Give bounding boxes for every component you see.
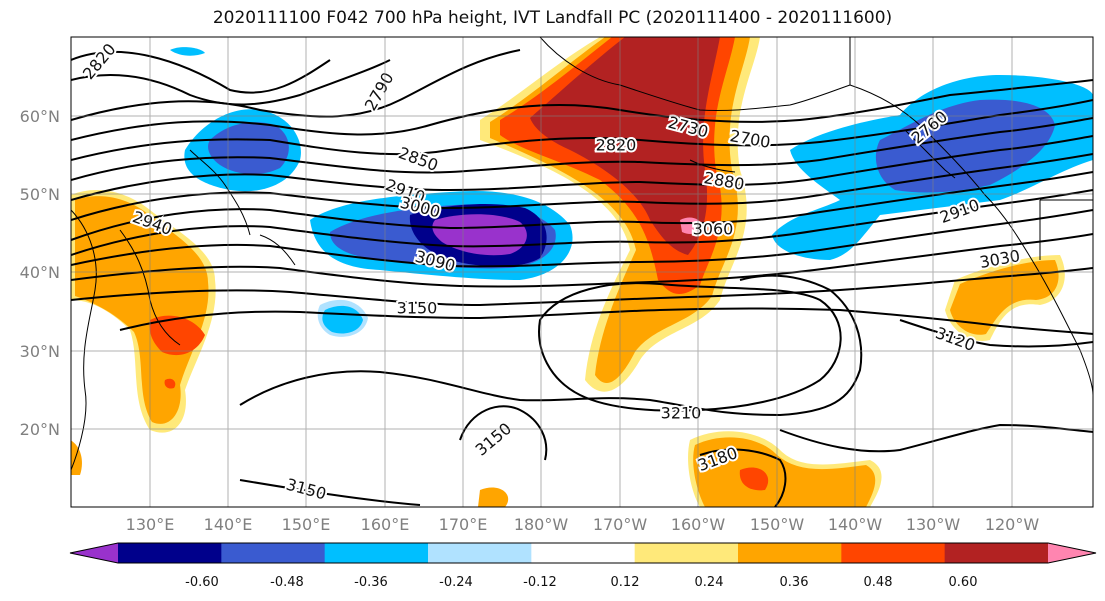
colorbar-segment [738, 543, 842, 563]
colorbar-extend-max [1048, 543, 1096, 563]
colorbar-tick-label: -0.12 [523, 575, 557, 590]
latitude-labels: 60°N 50°N 40°N 30°N 20°N [20, 107, 60, 439]
lon-label: 170°W [593, 515, 648, 534]
colorbar-segment [324, 543, 429, 563]
lat-label: 60°N [20, 107, 60, 126]
map-title: 2020111100 F042 700 hPa height, IVT Land… [212, 8, 893, 28]
contour-label: 3060 [693, 220, 734, 239]
colorbar-segment [118, 543, 222, 563]
colorbar-segment [531, 543, 636, 563]
lon-label: 150°W [750, 515, 805, 534]
colorbar-segment [841, 543, 946, 563]
colorbar-tick-label: -0.60 [185, 575, 219, 590]
negative-anomaly-central [310, 190, 573, 337]
lon-label: 140°W [828, 515, 883, 534]
longitude-labels: 130°E 140°E 150°E 160°E 170°E 180°W 170°… [126, 515, 1040, 534]
colorbar-tick-label: 0.24 [695, 575, 724, 590]
lat-label: 40°N [20, 263, 60, 282]
colorbar-tick-label: 0.12 [611, 575, 640, 590]
colorbar-outline [69, 542, 1097, 564]
lat-label: 30°N [20, 342, 60, 361]
colorbar-tick-label: -0.36 [354, 575, 388, 590]
lon-label: 160°W [671, 515, 726, 534]
colorbar-segment [634, 543, 739, 563]
colorbar-segment [428, 543, 532, 563]
colorbar-tick-label: -0.24 [439, 575, 473, 590]
lat-label: 50°N [20, 185, 60, 204]
colorbar-segment [221, 543, 326, 563]
contour-label: 2820 [596, 136, 637, 155]
height-contours [71, 49, 1093, 507]
gridlines [71, 37, 1093, 507]
colorbar-tick-label: 0.48 [864, 575, 893, 590]
lon-label: 180°W [514, 515, 569, 534]
lon-label: 120°W [985, 515, 1040, 534]
colorbar [69, 542, 1097, 564]
lon-label: 140°E [204, 515, 253, 534]
positive-anomaly-west-pacific [71, 190, 216, 433]
contour-label: 3210 [661, 404, 702, 423]
colorbar-tick-label: 0.36 [780, 575, 809, 590]
map-frame [70, 36, 1094, 508]
lon-label: 160°E [361, 515, 410, 534]
lon-label: 150°E [282, 515, 331, 534]
colorbar-tick-label: 0.60 [949, 575, 978, 590]
lat-label: 20°N [20, 420, 60, 439]
colorbar-ticks: -0.60 -0.48 -0.36 -0.24 -0.12 0.12 0.24 … [185, 575, 977, 590]
colorbar-segment [944, 543, 1049, 563]
lon-label: 170°E [439, 515, 488, 534]
colorbar-extend-min [70, 543, 118, 563]
contour-label: 3150 [397, 299, 438, 318]
colorbar-tick-label: -0.48 [270, 575, 304, 590]
lon-label: 130°W [906, 515, 961, 534]
lon-label: 130°E [126, 515, 175, 534]
